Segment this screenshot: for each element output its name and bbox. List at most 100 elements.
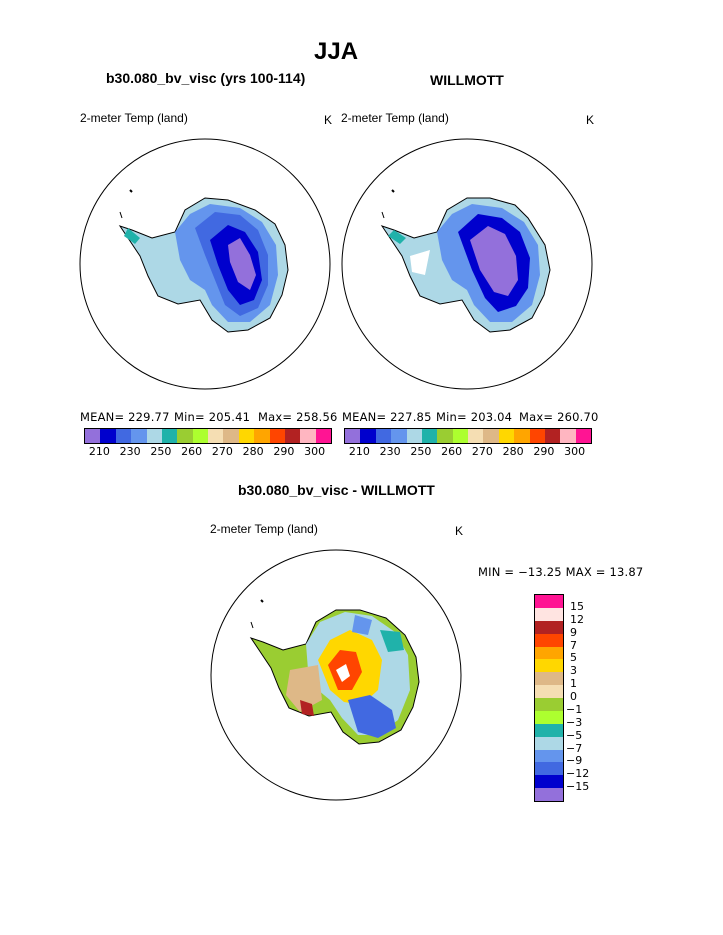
bottom-units: K xyxy=(455,524,464,538)
colorbar-tick-label: 260 xyxy=(181,445,203,458)
top-right-mean: MEAN= 227.85 xyxy=(342,410,432,424)
colorbar-swatch xyxy=(535,607,563,621)
top-right-colorbar xyxy=(344,428,592,444)
colorbar-tick-label: 260 xyxy=(441,445,463,458)
colorbar-tick-label: 270 xyxy=(211,445,233,458)
colorbar-tick-label: 230 xyxy=(379,445,401,458)
colorbar-swatch xyxy=(238,429,255,443)
bottom-antarctica xyxy=(249,609,420,745)
colorbar-swatch xyxy=(208,429,224,443)
top-left-antarctica xyxy=(118,197,289,333)
colorbar-swatch xyxy=(284,429,301,443)
colorbar-swatch xyxy=(535,620,563,634)
colorbar-swatch xyxy=(406,429,422,443)
top-right-globe-outline xyxy=(341,138,593,390)
colorbar-tick-label: 7 xyxy=(570,638,577,652)
colorbar-tick-label: −15 xyxy=(566,780,590,794)
colorbar-tick-label: −9 xyxy=(566,754,583,768)
colorbar-swatch xyxy=(100,429,116,443)
colorbar-tick-label: 230 xyxy=(119,445,141,458)
colorbar-swatch xyxy=(345,429,361,443)
colorbar-swatch xyxy=(535,736,563,750)
top-right-antarctica xyxy=(380,197,551,333)
colorbar-swatch xyxy=(535,775,563,789)
colorbar-swatch xyxy=(360,429,376,443)
colorbar-swatch xyxy=(535,723,563,737)
colorbar-swatch xyxy=(575,429,591,443)
colorbar-swatch xyxy=(560,429,576,443)
colorbar-swatch xyxy=(535,672,563,686)
colorbar-tick-label: 300 xyxy=(564,445,586,458)
colorbar-tick-label: −3 xyxy=(566,715,583,729)
colorbar-swatch xyxy=(535,698,563,711)
colorbar-swatch xyxy=(375,429,392,443)
colorbar-tick-label: 290 xyxy=(273,445,295,458)
colorbar-swatch xyxy=(315,429,331,443)
colorbar-swatch xyxy=(535,595,563,608)
colorbar-swatch xyxy=(535,646,563,660)
colorbar-tick-label: 300 xyxy=(304,445,326,458)
colorbar-swatch xyxy=(544,429,561,443)
colorbar-swatch xyxy=(269,429,285,443)
colorbar-tick-label: 0 xyxy=(570,690,577,703)
top-left-units: K xyxy=(324,113,333,127)
top-left-var-label: 2-meter Temp (land) xyxy=(80,111,188,125)
colorbar-swatch xyxy=(535,633,563,647)
colorbar-tick-label: 9 xyxy=(570,625,577,639)
colorbar-swatch xyxy=(177,429,193,443)
bottom-colorbar-ticks: 15 12 9 7 5 3 1 0 −1 −3 −5 −7 −9 −12 −15 xyxy=(566,594,606,800)
main-title: JJA xyxy=(314,38,359,65)
colorbar-tick-label: 3 xyxy=(570,664,577,678)
colorbar-swatch xyxy=(300,429,316,443)
colorbar-swatch xyxy=(391,429,407,443)
top-left-max: Max= 258.56 xyxy=(258,410,338,424)
colorbar-tick-label: 1 xyxy=(570,677,577,691)
colorbar-tick-label: 5 xyxy=(570,651,577,665)
colorbar-swatch xyxy=(468,429,484,443)
top-right-min: Min= 203.04 xyxy=(436,410,513,424)
colorbar-swatch xyxy=(535,788,563,801)
colorbar-tick-label: −7 xyxy=(566,741,583,755)
colorbar-tick-label: 210 xyxy=(88,445,110,458)
colorbar-tick-label: 290 xyxy=(533,445,555,458)
colorbar-swatch xyxy=(161,429,178,443)
bottom-var-label: 2-meter Temp (land) xyxy=(210,522,318,536)
bottom-case-title: b30.080_bv_visc - WILLMOTT xyxy=(238,482,435,498)
top-left-case-title: b30.080_bv_visc (yrs 100-114) xyxy=(106,70,306,86)
colorbar-swatch xyxy=(535,749,563,763)
colorbar-swatch xyxy=(85,429,101,443)
colorbar-swatch xyxy=(452,429,468,443)
colorbar-swatch xyxy=(535,659,563,673)
colorbar-swatch xyxy=(535,685,563,698)
top-left-min: Min= 205.41 xyxy=(174,410,251,424)
colorbar-tick-label: 210 xyxy=(348,445,370,458)
colorbar-tick-label: 250 xyxy=(410,445,432,458)
colorbar-swatch xyxy=(421,429,438,443)
top-left-colorbar xyxy=(84,428,332,444)
colorbar-swatch xyxy=(535,762,563,776)
top-left-mean: MEAN= 229.77 xyxy=(80,410,170,424)
colorbar-tick-label: 12 xyxy=(570,612,584,626)
colorbar-swatch xyxy=(514,429,530,443)
colorbar-tick-label: −12 xyxy=(566,767,590,781)
colorbar-swatch xyxy=(529,429,545,443)
top-right-var-label: 2-meter Temp (land) xyxy=(341,111,449,125)
colorbar-swatch xyxy=(535,710,563,724)
colorbar-swatch xyxy=(192,429,208,443)
top-right-case-title: WILLMOTT xyxy=(430,72,504,88)
colorbar-swatch xyxy=(437,429,453,443)
colorbar-tick-label: −5 xyxy=(566,728,583,742)
bottom-globe-outline xyxy=(210,549,462,801)
colorbar-swatch xyxy=(115,429,132,443)
top-right-max: Max= 260.70 xyxy=(519,410,599,424)
colorbar-swatch xyxy=(131,429,147,443)
top-right-units: K xyxy=(586,113,595,127)
colorbar-swatch xyxy=(223,429,239,443)
colorbar-swatch xyxy=(483,429,499,443)
colorbar-swatch xyxy=(254,429,270,443)
colorbar-tick-label: 15 xyxy=(570,599,584,613)
top-left-globe-outline xyxy=(79,138,331,390)
